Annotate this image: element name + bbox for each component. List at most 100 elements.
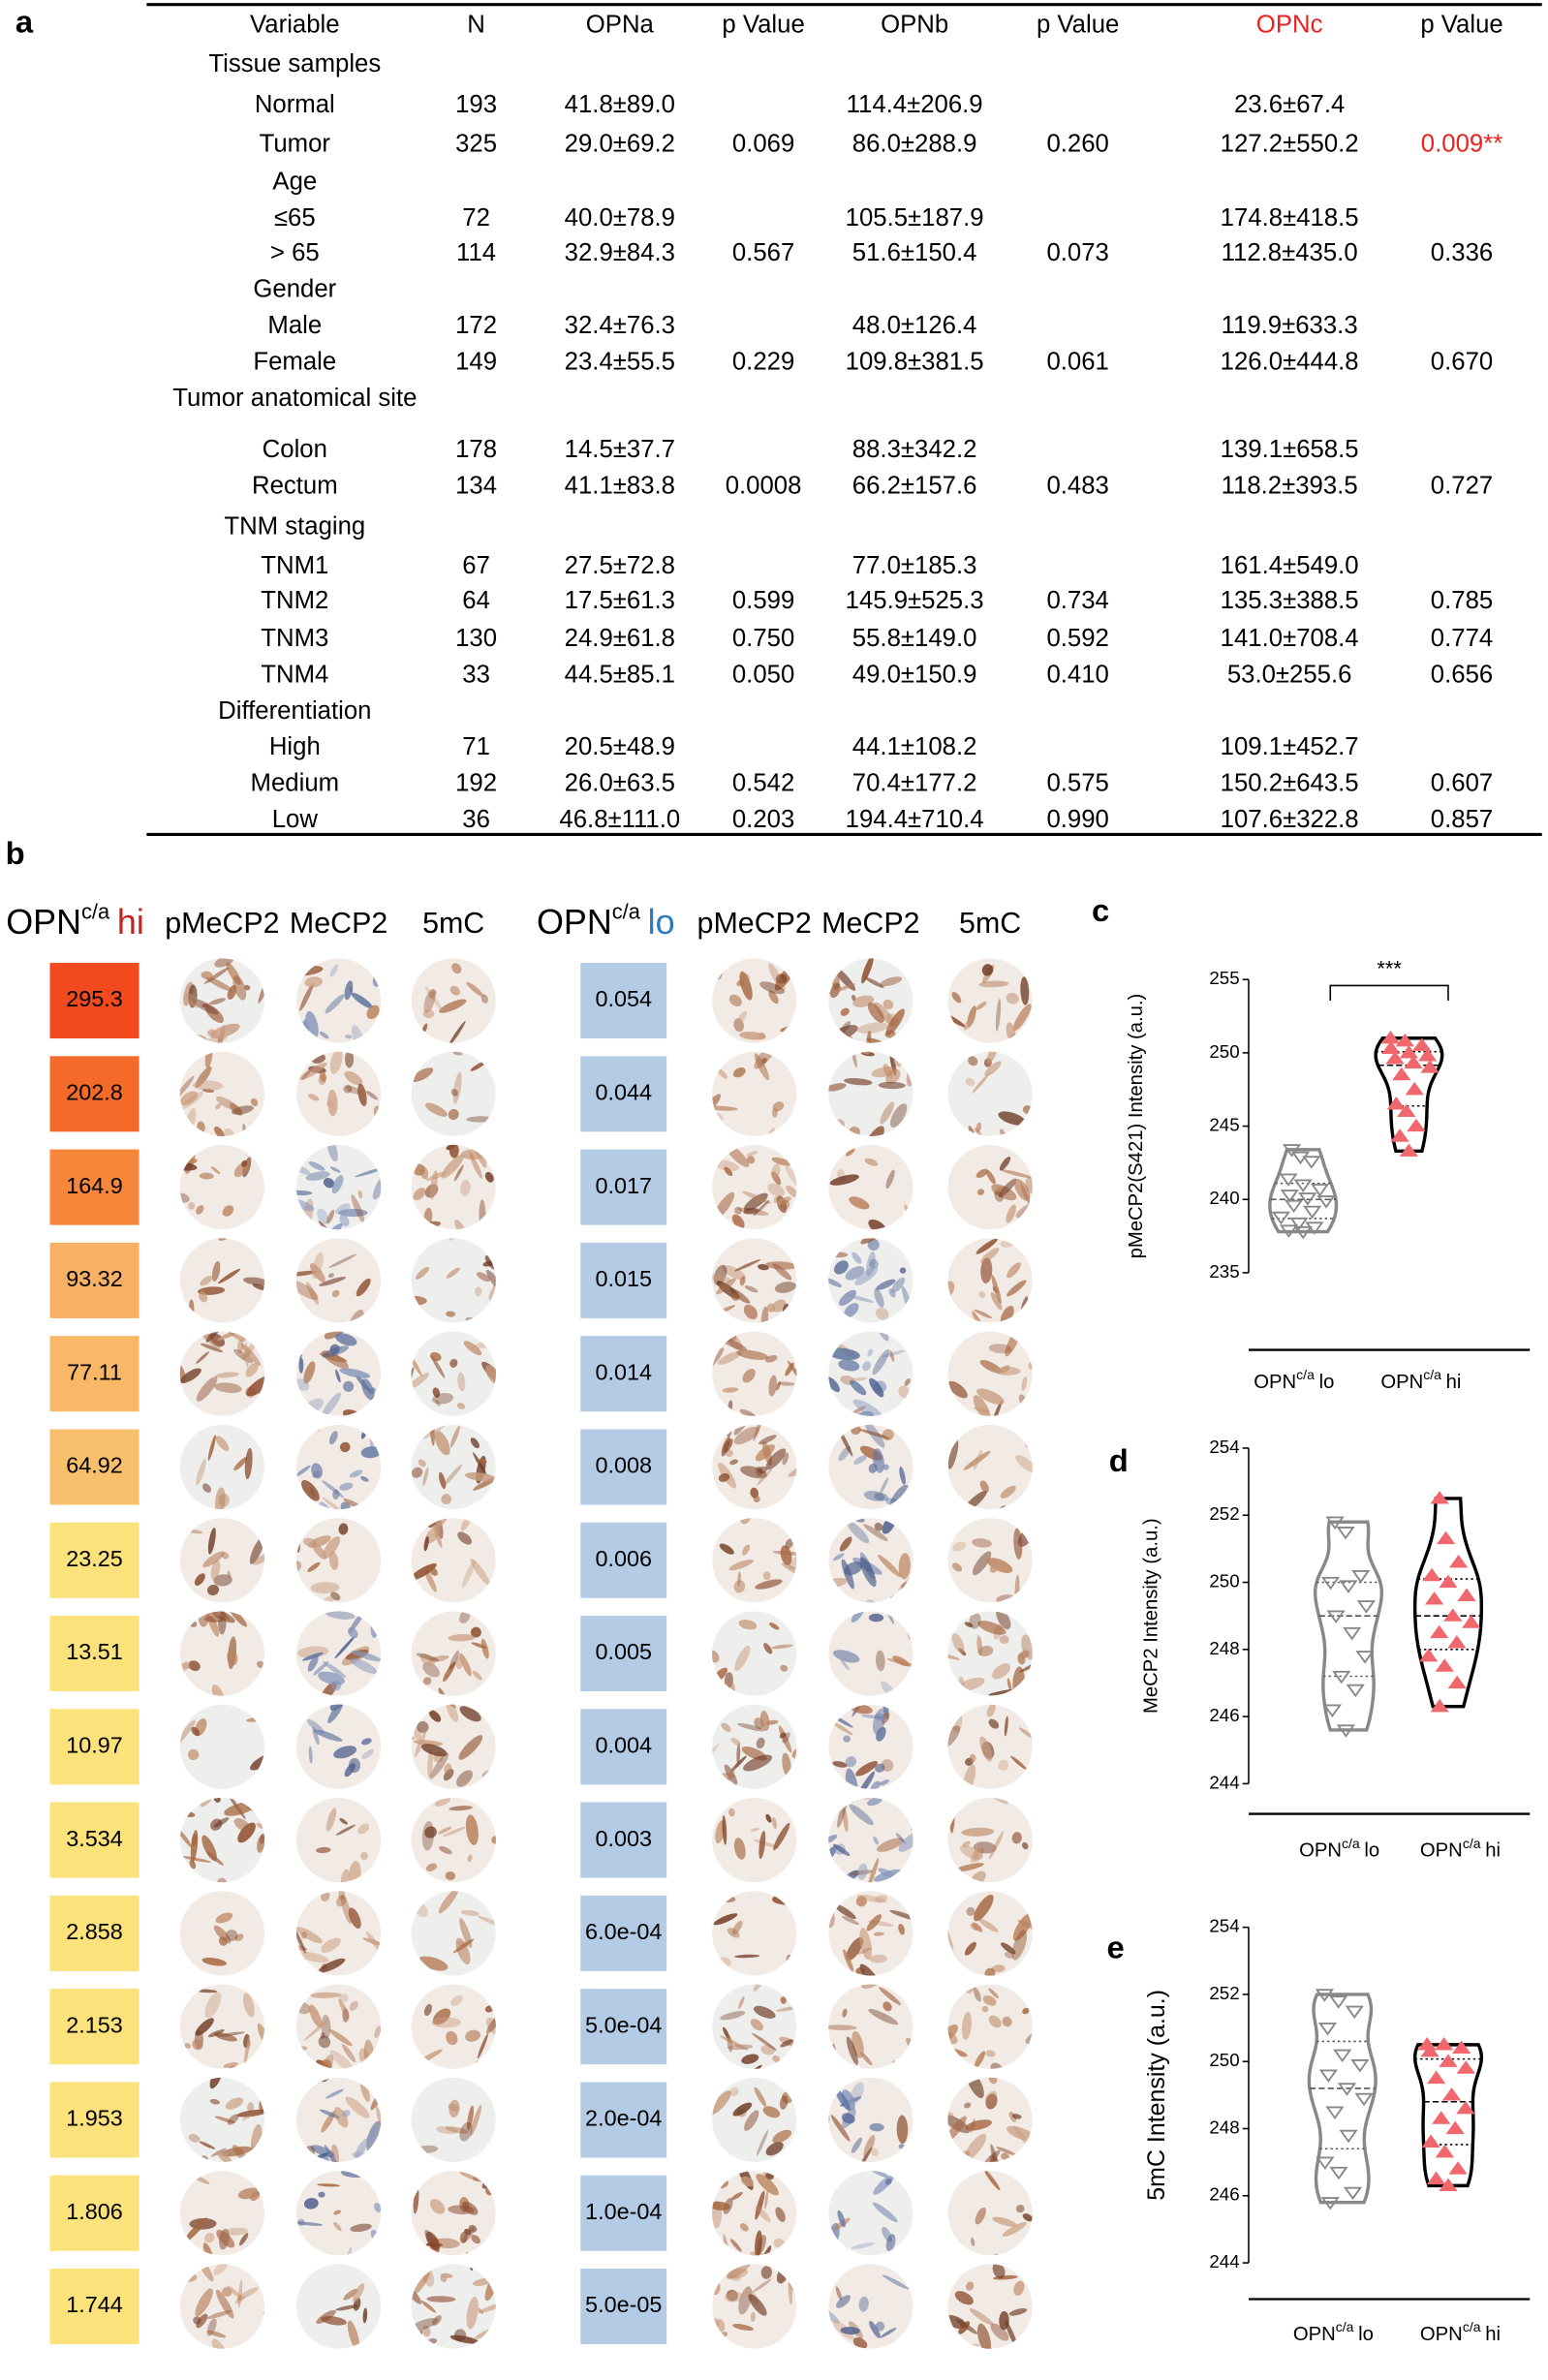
tissue-stain — [780, 1199, 790, 1210]
data-point — [1441, 2086, 1462, 2101]
tissue-bg — [411, 958, 496, 1043]
tissue-stain — [972, 1073, 990, 1094]
tissue-stain — [964, 2133, 987, 2161]
tissue-stain — [421, 1820, 435, 1851]
tissue-stain — [356, 1278, 371, 1297]
tissue-stain — [179, 1805, 190, 1812]
tissue-stain — [362, 2307, 368, 2324]
tissue-core — [411, 1424, 496, 1510]
table-cell: 0.336 — [1431, 239, 1493, 266]
tissue-stain — [728, 1559, 754, 1571]
tissue-stain — [211, 1166, 221, 1175]
table-cell: 150.2±643.5 — [1221, 770, 1359, 797]
tissue-stain — [432, 1393, 454, 1405]
tissue-stain — [849, 1196, 870, 1210]
tissue-core — [411, 1611, 496, 1696]
tissue-stain — [739, 1518, 752, 1525]
tissue-stain — [989, 2154, 1000, 2163]
tissue-stain — [216, 2230, 235, 2248]
tissue-core — [295, 2171, 382, 2256]
tissue-stain — [196, 1351, 210, 1364]
y-tick-label: 246 — [1209, 2184, 1239, 2205]
tissue-core — [411, 958, 496, 1043]
violin — [1313, 1520, 1384, 1732]
tissue-stain — [974, 1894, 994, 1922]
tissue-stain — [839, 1536, 852, 1552]
tissue-stain — [975, 1002, 987, 1010]
tissue-stain — [879, 1987, 902, 2006]
tissue-stain — [878, 1554, 902, 1578]
tissue-stain — [313, 1729, 343, 1742]
tissue-stain — [329, 1166, 341, 1173]
tissue-stain — [233, 1348, 254, 1364]
tissue-stain — [1004, 1715, 1008, 1737]
tissue-stain — [474, 1690, 482, 1696]
tissue-stain — [330, 1592, 341, 1601]
data-point — [1310, 1184, 1330, 1197]
tissue-stain — [753, 1200, 770, 1217]
tissue-stain — [820, 1493, 825, 1501]
tissue-stain — [439, 1845, 452, 1855]
tissue-stain — [722, 1387, 739, 1393]
tissue-stain — [1001, 1942, 1016, 1955]
tissue-stain — [723, 1438, 733, 1453]
table-cell: 0.785 — [1431, 587, 1493, 614]
y-axis-label: 5mC Intensity (a.u.) — [1143, 1990, 1170, 2201]
tissue-stain — [872, 1448, 884, 1473]
tissue-stain — [420, 2301, 437, 2313]
table-cell: 0.260 — [1046, 131, 1108, 158]
tissue-stain — [738, 2286, 753, 2315]
tissue-stain — [224, 1128, 235, 1137]
tissue-stain — [988, 1688, 1018, 1696]
table-group: Age — [272, 169, 317, 196]
tissue-stain — [813, 2027, 823, 2040]
tissue-stain — [995, 998, 1002, 1032]
tissue-stain — [876, 1331, 889, 1342]
table-cell: 0.567 — [732, 239, 794, 266]
tissue-stain — [344, 980, 354, 1001]
tissue-core — [411, 1144, 496, 1230]
tissue-stain — [213, 1574, 232, 1587]
tissue-stain — [257, 1660, 264, 1669]
tissue-stain — [750, 2019, 763, 2031]
tissue-stain — [470, 2104, 482, 2137]
tissue-stain — [867, 1002, 884, 1023]
tissue-stain — [781, 1562, 797, 1578]
tissue-stain — [726, 2289, 738, 2302]
tissue-core — [179, 1518, 265, 1603]
tissue-stain — [833, 1903, 856, 1920]
tissue-stain — [849, 1804, 874, 1826]
lo-box — [580, 1056, 667, 1132]
tissue-stain — [340, 1894, 353, 1925]
tissue-stain — [755, 2206, 771, 2223]
tissue-stain — [885, 1008, 905, 1036]
tissue-stain — [880, 1477, 889, 1495]
data-point — [1279, 1173, 1298, 1187]
table-cell: 44.1±108.2 — [852, 733, 977, 760]
tissue-stain — [820, 1265, 829, 1275]
tissue-stain — [335, 1203, 351, 1215]
tissue-stain — [1018, 1727, 1033, 1740]
tissue-stain — [743, 1754, 773, 1772]
tissue-bg — [947, 1424, 1033, 1510]
tissue-stain — [425, 1102, 448, 1117]
x-category-label: OPNc/a lo — [1299, 1836, 1379, 1862]
tissue-stain — [414, 1730, 427, 1758]
tissue-stain — [357, 1823, 370, 1835]
data-point — [1399, 1045, 1419, 1059]
tissue-stain — [1008, 2307, 1028, 2316]
tissue-stain — [895, 1783, 901, 1790]
tissue-stain — [850, 1870, 873, 1875]
tissue-stain — [739, 1276, 746, 1286]
tissue-stain — [990, 2144, 1001, 2163]
tissue-stain — [440, 2273, 448, 2283]
tissue-stain — [204, 1051, 213, 1068]
tissue-stain — [193, 2316, 201, 2325]
tissue-stain — [237, 1822, 256, 1843]
tissue-stain — [465, 2029, 480, 2042]
tissue-stain — [188, 2133, 201, 2143]
data-point — [1418, 1048, 1438, 1062]
tissue-stain — [866, 1914, 882, 1932]
tissue-stain — [989, 1565, 998, 1573]
